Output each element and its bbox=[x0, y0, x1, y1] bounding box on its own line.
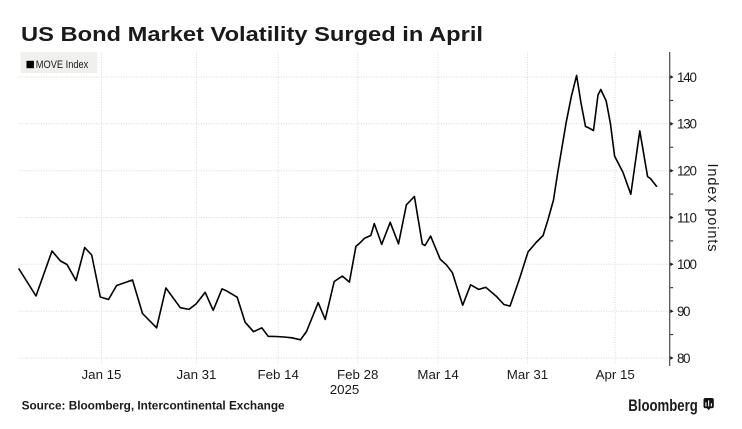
svg-text:100: 100 bbox=[677, 257, 697, 272]
svg-text:Apr 15: Apr 15 bbox=[596, 367, 635, 382]
svg-text:2025: 2025 bbox=[330, 382, 360, 397]
svg-text:130: 130 bbox=[677, 117, 697, 132]
svg-text:Jan 15: Jan 15 bbox=[82, 367, 122, 382]
svg-text:Index points: Index points bbox=[704, 164, 720, 252]
svg-text:Feb 14: Feb 14 bbox=[257, 367, 298, 382]
svg-text:80: 80 bbox=[677, 351, 690, 366]
svg-text:Jan 31: Jan 31 bbox=[177, 367, 217, 382]
svg-text:Mar 14: Mar 14 bbox=[417, 367, 458, 382]
svg-text:MOVE Index: MOVE Index bbox=[36, 59, 89, 71]
svg-text:US Bond Market Volatility Surg: US Bond Market Volatility Surged in Apri… bbox=[21, 23, 483, 46]
svg-text:Source: Bloomberg, Intercontin: Source: Bloomberg, Intercontinental Exch… bbox=[22, 399, 285, 413]
svg-text:120: 120 bbox=[677, 164, 697, 179]
svg-text:Mar 31: Mar 31 bbox=[507, 367, 548, 382]
svg-text:Bloomberg: Bloomberg bbox=[628, 397, 698, 415]
svg-text:140: 140 bbox=[677, 70, 697, 85]
svg-text:110: 110 bbox=[677, 210, 697, 225]
svg-text:Feb 28: Feb 28 bbox=[337, 367, 378, 382]
svg-text:90: 90 bbox=[677, 304, 690, 319]
